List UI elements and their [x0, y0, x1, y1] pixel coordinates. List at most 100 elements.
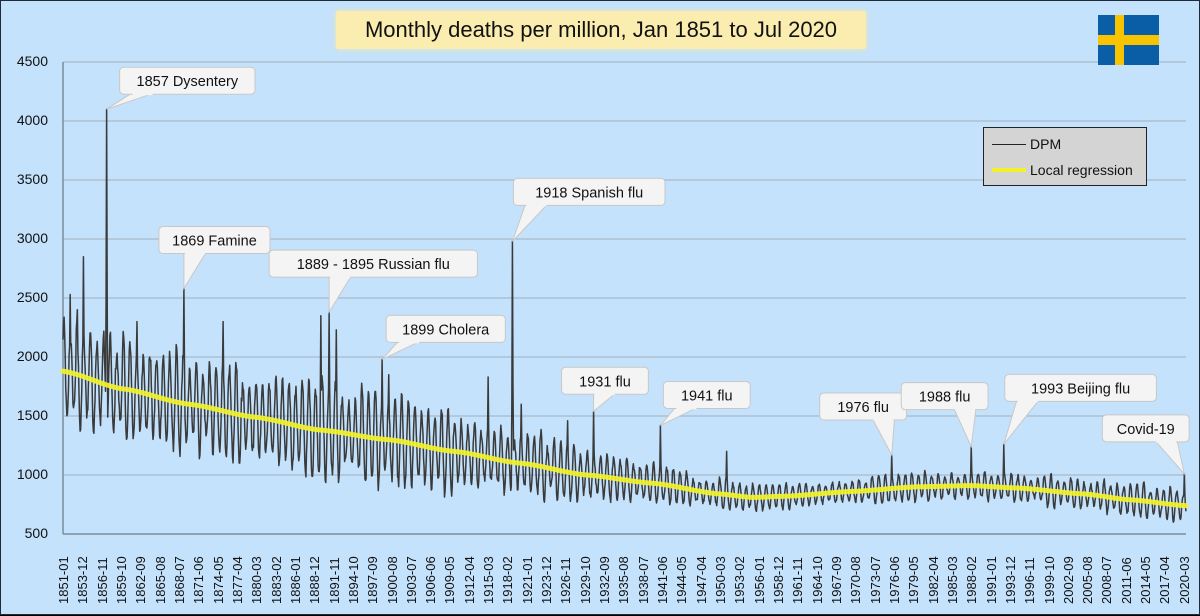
- y-tick-label: 500: [24, 525, 48, 541]
- callout-joint: [526, 203, 547, 207]
- callout-pointer: [511, 203, 549, 242]
- x-tick-label: 1991-01: [983, 556, 999, 604]
- x-tick-label: 1932-09: [597, 556, 613, 604]
- x-tick-label: 1953-02: [732, 556, 748, 604]
- x-tick-label: 1862-09: [133, 556, 149, 604]
- x-tick-label: 2017-04: [1157, 556, 1173, 604]
- callout-joint: [184, 251, 205, 255]
- axes: [62, 62, 1186, 535]
- x-tick-label: 2008-07: [1099, 556, 1115, 604]
- x-tick-label: 1935-08: [616, 556, 632, 604]
- x-tick-label: 1985-03: [944, 556, 960, 604]
- callout-box: [900, 382, 989, 411]
- x-tick-label: 1903-07: [403, 556, 419, 604]
- x-tick-label: 1970-08: [848, 556, 864, 604]
- annotation-callout: Covid-19: [1101, 414, 1190, 476]
- x-tick-label: 1979-05: [906, 556, 922, 604]
- legend-swatch-regression: [992, 168, 1026, 172]
- x-tick-label: 1993-12: [1002, 556, 1018, 604]
- callout-joint: [955, 407, 976, 411]
- x-tick-label: 1929-10: [577, 556, 593, 604]
- callout-pointer: [106, 92, 154, 110]
- x-tick-label: 1973-07: [867, 556, 883, 604]
- annotation-callout: 1941 flu: [660, 380, 751, 426]
- x-tick-label: 1976-06: [886, 556, 902, 604]
- x-tick-label: 2014-05: [1138, 556, 1154, 604]
- legend-swatch-dpm: [992, 143, 1026, 145]
- annotation-label: 1941 flu: [681, 388, 733, 404]
- callout-box: [1004, 373, 1157, 402]
- annotation-callout: 1857 Dysentery: [106, 66, 256, 110]
- annotation-callout: 1976 flu: [819, 392, 908, 457]
- callout-pointer: [953, 408, 977, 449]
- legend-item-dpm: DPM: [992, 136, 1061, 152]
- x-tick-label: 1967-09: [828, 556, 844, 604]
- x-tick-label: 1923-12: [539, 556, 555, 604]
- x-tick-label: 1999-10: [1041, 556, 1057, 604]
- x-tick-label: 1947-04: [693, 556, 709, 604]
- x-tick-label: 1853-12: [75, 556, 91, 604]
- y-tick-label: 4500: [16, 53, 48, 69]
- callout-joint: [1017, 399, 1038, 403]
- annotations: 1857 Dysentery 1869 Famine 1889 - 1895 Rus…: [106, 66, 1190, 476]
- callout-joint: [132, 92, 153, 96]
- annotation-callout: 1988 flu: [900, 382, 989, 449]
- x-tick-label: 1874-05: [210, 556, 226, 604]
- x-tick-label: 1886-01: [287, 556, 303, 604]
- y-tick-label: 2500: [16, 289, 48, 305]
- x-tick-label: 1894-10: [345, 556, 361, 604]
- series-local-regression-line: [60, 368, 1189, 509]
- annotation-label: 1869 Famine: [172, 234, 257, 250]
- x-tick-label: 1891-11: [326, 557, 342, 604]
- x-tick-label: 1851-01: [56, 556, 71, 604]
- x-tick-label: 1996-11: [1022, 557, 1038, 604]
- callout-box: [119, 66, 256, 95]
- x-tick-label: 2005-08: [1080, 556, 1096, 604]
- x-tick-label: 1897-09: [365, 556, 381, 604]
- x-tick-label: 1909-05: [442, 556, 458, 604]
- callout-pointer: [871, 418, 896, 457]
- x-tick-label: 1956-01: [751, 556, 767, 604]
- y-tick-label: 1500: [16, 407, 48, 423]
- x-tick-label: 1906-06: [423, 556, 439, 604]
- callout-joint: [873, 417, 894, 421]
- x-tick-label: 1938-07: [635, 556, 651, 604]
- x-tick-label: 1988-02: [964, 556, 980, 604]
- x-tick-label: 1958-12: [770, 556, 786, 604]
- sweden-flag-icon: [1098, 15, 1159, 65]
- annotation-callout: 1899 Cholera: [381, 314, 506, 360]
- callout-pointer: [593, 392, 617, 413]
- x-tick-label: 1918-02: [500, 556, 516, 604]
- callout-box: [512, 177, 666, 206]
- callout-pointer: [1154, 440, 1186, 476]
- annotation-label: 1988 flu: [919, 390, 971, 406]
- callout-joint: [399, 340, 420, 344]
- callout-joint: [1156, 439, 1177, 443]
- x-tick-label: 2002-09: [1060, 556, 1076, 604]
- callout-joint: [594, 392, 615, 396]
- callout-box: [268, 249, 478, 278]
- x-tick-label: 1915-03: [481, 556, 497, 604]
- callout-pointer: [1003, 399, 1040, 445]
- x-tick-label: 1961-11: [790, 557, 806, 604]
- callout-pointer: [328, 275, 353, 314]
- annotation-label: 1976 flu: [837, 400, 889, 416]
- annotation-label: 1899 Cholera: [402, 322, 490, 338]
- annotation-label: 1857 Dysentery: [137, 74, 239, 90]
- x-tick-label: 1880-03: [249, 556, 265, 604]
- legend-item-local-regression: Local regression: [992, 162, 1133, 178]
- x-tick-label: 1941-06: [655, 556, 671, 604]
- callout-pointer: [183, 252, 207, 291]
- x-tick-label: 1912-04: [461, 556, 477, 604]
- annotation-callout: 1889 - 1895 Russian flu: [268, 249, 478, 314]
- callout-box: [385, 314, 506, 343]
- y-tick-label: 4000: [16, 112, 48, 128]
- x-tick-label: 1868-07: [171, 556, 187, 604]
- x-tick-label: 1900-08: [384, 556, 400, 604]
- annotation-label: 1889 - 1895 Russian flu: [297, 257, 450, 273]
- y-tick-label: 3000: [16, 230, 48, 246]
- series-lines: [60, 108, 1189, 523]
- x-tick-label: 1883-02: [268, 556, 284, 604]
